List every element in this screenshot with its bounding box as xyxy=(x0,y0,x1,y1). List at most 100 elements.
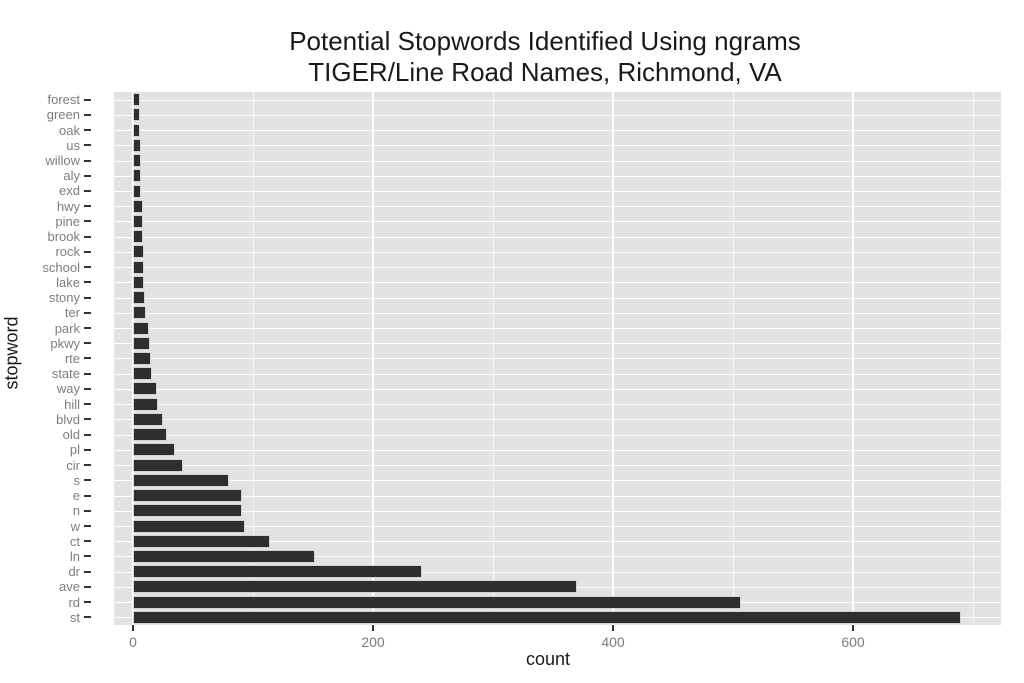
x-tick-mark xyxy=(612,625,614,631)
y-axis-label: n xyxy=(72,503,80,518)
row-gridline xyxy=(114,465,1001,466)
y-axis-label: exd xyxy=(59,183,80,198)
chart-title: Potential Stopwords Identified Using ngr… xyxy=(289,26,801,56)
x-axis-title: count xyxy=(525,649,571,669)
y-tick-mark xyxy=(84,129,91,131)
y-axis-label: forest xyxy=(47,92,80,107)
bar xyxy=(133,595,742,609)
x-tick-label: 200 xyxy=(361,634,385,650)
x-tick-mark xyxy=(852,625,854,631)
row-gridline xyxy=(114,267,1001,268)
y-tick-mark xyxy=(84,403,91,405)
y-tick-mark xyxy=(84,342,91,344)
bar xyxy=(133,565,423,579)
bar xyxy=(133,184,142,198)
bar xyxy=(133,199,143,213)
y-axis-label: hill xyxy=(64,397,80,412)
y-axis-label: blvd xyxy=(56,412,80,427)
y-tick-mark xyxy=(84,160,91,162)
row-gridline xyxy=(114,221,1001,222)
y-axis-label: e xyxy=(72,488,80,503)
row-gridline xyxy=(114,237,1001,238)
y-axis-label: green xyxy=(46,107,80,122)
y-axis-label: pkwy xyxy=(50,336,80,351)
bar xyxy=(133,154,142,167)
y-axis-label: hwy xyxy=(56,199,80,214)
row-gridline xyxy=(114,206,1001,207)
bar xyxy=(133,123,141,137)
x-tick-mark xyxy=(372,625,374,631)
row-gridline xyxy=(114,130,1001,131)
y-tick-mark xyxy=(84,540,91,542)
y-axis-label: ter xyxy=(64,305,80,320)
y-tick-mark xyxy=(84,205,91,207)
bar xyxy=(133,93,141,107)
bar xyxy=(133,550,316,563)
bar xyxy=(133,367,153,381)
row-gridline xyxy=(114,526,1001,527)
y-tick-mark xyxy=(84,510,91,512)
row-gridline xyxy=(114,541,1001,542)
bar xyxy=(133,214,143,228)
row-gridline xyxy=(114,115,1001,116)
y-axis-label: rock xyxy=(55,244,80,259)
y-tick-mark xyxy=(84,495,91,497)
bar xyxy=(133,519,245,533)
bar xyxy=(133,336,150,350)
bar xyxy=(133,397,159,411)
y-tick-mark xyxy=(84,251,91,253)
y-tick-mark xyxy=(84,388,91,390)
y-axis-label: school xyxy=(42,260,80,275)
row-gridline xyxy=(114,161,1001,162)
bar xyxy=(133,245,144,259)
y-tick-mark xyxy=(84,586,91,588)
row-gridline xyxy=(114,511,1001,512)
y-tick-mark xyxy=(84,555,91,557)
y-tick-mark xyxy=(84,266,91,268)
y-tick-mark xyxy=(84,99,91,101)
bar xyxy=(133,473,229,487)
row-gridline xyxy=(114,419,1001,420)
y-tick-mark xyxy=(84,327,91,329)
bar xyxy=(133,321,149,335)
bar xyxy=(133,428,167,442)
y-axis-label: willow xyxy=(45,153,80,168)
bar xyxy=(133,458,184,472)
bar xyxy=(133,610,961,624)
bar xyxy=(133,260,144,274)
y-axis-label: ln xyxy=(69,549,80,564)
bar xyxy=(133,382,157,396)
x-tick-label: 400 xyxy=(601,634,625,650)
row-gridline xyxy=(114,191,1001,192)
row-gridline xyxy=(114,252,1001,253)
y-axis-label: lake xyxy=(56,275,80,290)
row-gridline xyxy=(114,435,1001,436)
bar xyxy=(133,138,142,152)
row-gridline xyxy=(114,328,1001,329)
y-tick-mark xyxy=(84,434,91,436)
x-tick-label: 600 xyxy=(841,634,865,650)
row-gridline xyxy=(114,343,1001,344)
row-gridline xyxy=(114,358,1001,359)
row-gridline xyxy=(114,556,1001,557)
y-tick-mark xyxy=(84,525,91,527)
bar xyxy=(133,489,243,502)
y-axis-label: dr xyxy=(68,564,80,579)
bar xyxy=(133,230,143,244)
row-gridline xyxy=(114,313,1001,314)
bar xyxy=(133,291,145,305)
y-tick-mark xyxy=(84,373,91,375)
y-axis-label: park xyxy=(54,321,80,336)
row-gridline xyxy=(114,404,1001,405)
y-tick-mark xyxy=(84,571,91,573)
y-axis-label: rte xyxy=(64,351,80,366)
bar xyxy=(133,504,243,518)
y-tick-mark xyxy=(84,357,91,359)
bar xyxy=(133,352,151,365)
y-axis-label: pl xyxy=(69,442,80,457)
plot-panel xyxy=(114,92,1001,625)
y-axis-label: st xyxy=(69,610,80,625)
bar xyxy=(133,580,577,594)
row-gridline xyxy=(114,389,1001,390)
